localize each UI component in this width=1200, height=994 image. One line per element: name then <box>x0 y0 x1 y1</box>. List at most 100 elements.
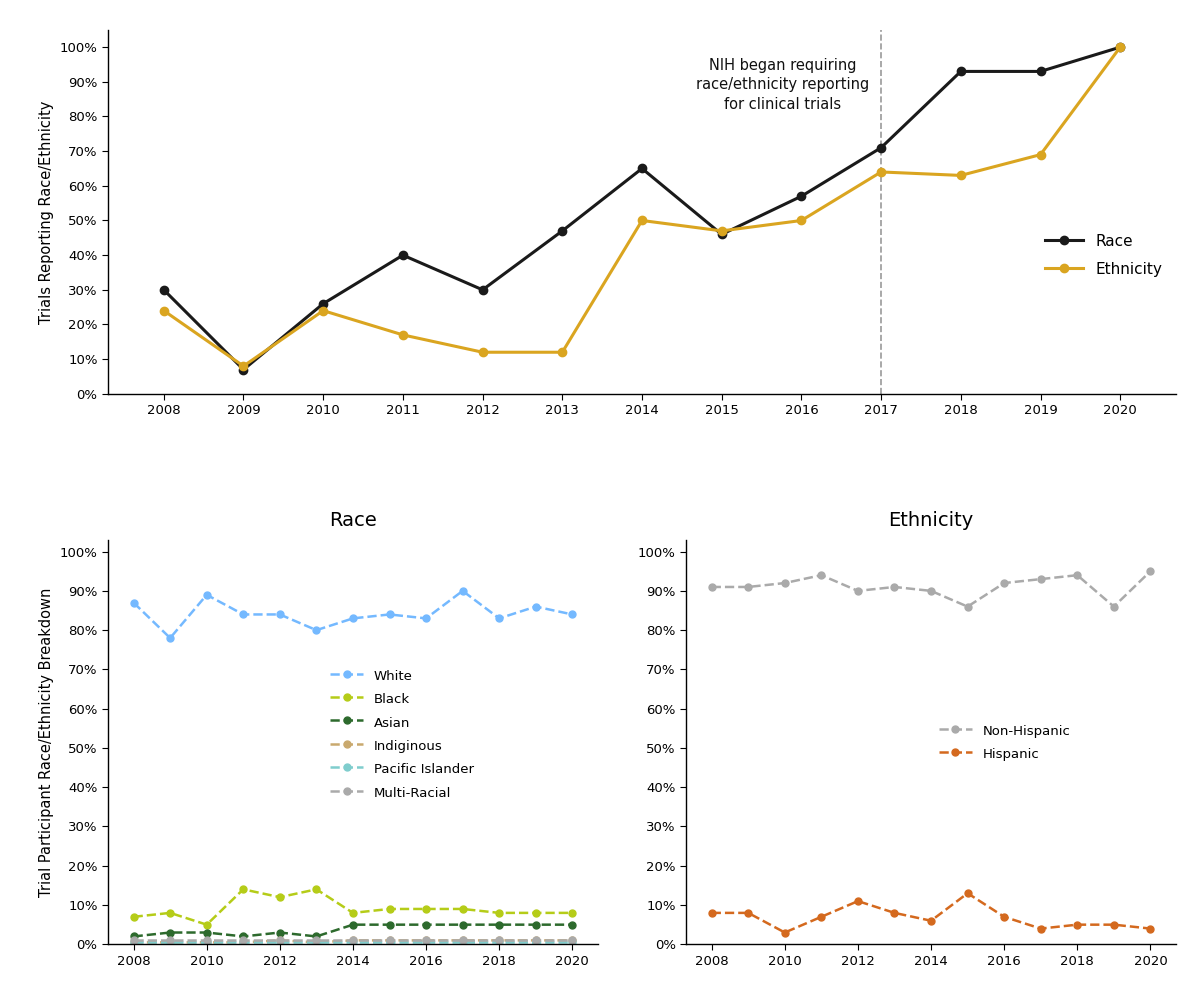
Race <box>156 284 170 296</box>
Race <box>954 66 968 78</box>
Legend: Non-Hispanic, Hispanic: Non-Hispanic, Hispanic <box>934 717 1075 767</box>
Asian <box>346 918 360 930</box>
Asian <box>492 918 506 930</box>
White <box>163 632 178 644</box>
Ethnicity <box>316 305 330 317</box>
Multi-Racial <box>528 934 542 946</box>
Race <box>874 142 888 154</box>
Race <box>316 298 330 310</box>
Hispanic <box>1106 918 1121 930</box>
Asian <box>199 926 214 938</box>
Black <box>383 903 397 914</box>
Multi-Racial <box>383 934 397 946</box>
Indiginous <box>310 936 324 948</box>
Multi-Racial <box>126 934 140 946</box>
Hispanic <box>1144 922 1158 934</box>
Multi-Racial <box>163 934 178 946</box>
White <box>126 596 140 608</box>
Ethnicity <box>794 215 809 227</box>
Multi-Racial <box>199 934 214 946</box>
Pacific Islander <box>346 936 360 948</box>
Black <box>456 903 470 914</box>
Non-Hispanic <box>814 570 828 581</box>
White <box>346 612 360 624</box>
Pacific Islander <box>456 936 470 948</box>
White <box>419 612 433 624</box>
Ethnicity <box>874 166 888 178</box>
Multi-Racial <box>346 934 360 946</box>
Hispanic <box>742 907 756 918</box>
Asian <box>310 930 324 942</box>
Hispanic <box>1033 922 1048 934</box>
Ethnicity <box>635 215 649 227</box>
Non-Hispanic <box>778 578 792 589</box>
Indiginous <box>565 934 580 946</box>
Black <box>163 907 178 918</box>
Line: Multi-Racial: Multi-Racial <box>130 937 576 944</box>
Non-Hispanic <box>742 581 756 593</box>
Y-axis label: Trials Reporting Race/Ethnicity: Trials Reporting Race/Ethnicity <box>40 100 54 323</box>
Non-Hispanic <box>1106 600 1121 612</box>
Multi-Racial <box>272 934 287 946</box>
Black <box>565 907 580 918</box>
Asian <box>456 918 470 930</box>
Race <box>1033 66 1048 78</box>
Race <box>1114 41 1128 53</box>
Asian <box>163 926 178 938</box>
Pacific Islander <box>383 936 397 948</box>
Race <box>714 229 728 241</box>
Multi-Racial <box>236 934 251 946</box>
Ethnicity <box>714 225 728 237</box>
Black <box>346 907 360 918</box>
Pacific Islander <box>199 936 214 948</box>
Asian <box>236 930 251 942</box>
Multi-Racial <box>419 934 433 946</box>
Non-Hispanic <box>1144 566 1158 578</box>
Indiginous <box>272 934 287 946</box>
Ethnicity <box>156 305 170 317</box>
Non-Hispanic <box>1033 574 1048 585</box>
Asian <box>528 918 542 930</box>
Pacific Islander <box>528 936 542 948</box>
White <box>383 608 397 620</box>
Title: Ethnicity: Ethnicity <box>888 511 973 530</box>
Black <box>310 884 324 896</box>
Indiginous <box>419 934 433 946</box>
Asian <box>383 918 397 930</box>
Pacific Islander <box>236 936 251 948</box>
Non-Hispanic <box>997 578 1012 589</box>
Black <box>126 911 140 922</box>
Non-Hispanic <box>1070 570 1085 581</box>
Black <box>199 918 214 930</box>
White <box>456 584 470 596</box>
Line: Non-Hispanic: Non-Hispanic <box>708 568 1154 610</box>
Black <box>236 884 251 896</box>
Line: Race: Race <box>160 43 1124 374</box>
Ethnicity <box>1033 149 1048 161</box>
Black <box>492 907 506 918</box>
Hispanic <box>814 911 828 922</box>
Race <box>556 225 570 237</box>
Hispanic <box>851 896 865 908</box>
Hispanic <box>778 926 792 938</box>
Non-Hispanic <box>851 584 865 596</box>
Line: Black: Black <box>130 886 576 928</box>
Ethnicity <box>954 169 968 181</box>
Indiginous <box>456 934 470 946</box>
White <box>528 600 542 612</box>
Line: White: White <box>130 587 576 641</box>
Black <box>528 907 542 918</box>
Pacific Islander <box>272 936 287 948</box>
Asian <box>419 918 433 930</box>
Indiginous <box>528 934 542 946</box>
Race <box>396 249 410 261</box>
Black <box>272 892 287 904</box>
Ethnicity <box>396 329 410 341</box>
Hispanic <box>924 914 938 926</box>
Non-Hispanic <box>924 584 938 596</box>
Line: Hispanic: Hispanic <box>708 890 1154 936</box>
Pacific Islander <box>565 936 580 948</box>
Hispanic <box>887 907 901 918</box>
Line: Asian: Asian <box>130 921 576 940</box>
Ethnicity <box>556 346 570 358</box>
